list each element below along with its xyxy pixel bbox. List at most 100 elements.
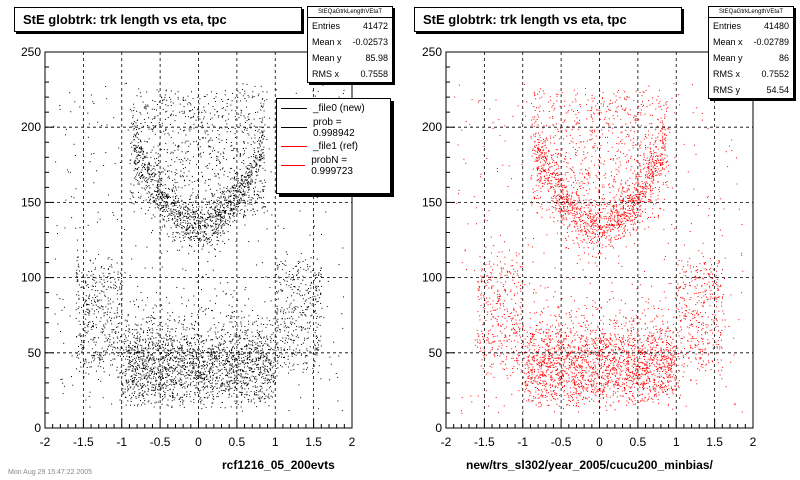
data-point — [237, 205, 239, 207]
data-point — [196, 233, 198, 235]
data-point — [197, 108, 199, 110]
data-point — [189, 348, 191, 350]
data-point — [145, 373, 147, 375]
data-point — [238, 202, 240, 204]
data-point — [239, 334, 241, 336]
data-point — [219, 370, 221, 372]
data-point — [170, 358, 171, 360]
data-point — [185, 206, 187, 208]
data-point — [308, 292, 310, 294]
data-point — [244, 224, 246, 226]
data-point — [86, 304, 88, 306]
data-point — [215, 358, 217, 360]
data-point — [240, 406, 242, 408]
data-point — [86, 367, 88, 368]
data-point — [228, 361, 229, 363]
data-point — [149, 176, 151, 178]
data-point — [161, 358, 163, 360]
data-point — [87, 224, 89, 226]
data-point — [290, 302, 292, 304]
data-point — [157, 185, 158, 187]
data-point — [223, 383, 225, 385]
data-point — [234, 400, 236, 402]
data-point — [291, 295, 293, 297]
data-point — [75, 317, 77, 319]
data-point — [189, 383, 191, 385]
data-point — [138, 392, 140, 394]
data-point — [211, 354, 213, 355]
data-point — [160, 352, 162, 354]
data-point — [168, 188, 170, 190]
data-point — [151, 129, 153, 130]
data-point — [194, 106, 195, 108]
data-point — [246, 179, 248, 181]
data-point — [194, 213, 196, 215]
data-point — [158, 199, 160, 201]
data-point — [159, 345, 161, 346]
data-point — [222, 325, 224, 327]
data-point — [293, 275, 295, 277]
data-point — [161, 193, 163, 195]
data-point — [183, 400, 185, 402]
data-point — [179, 212, 181, 214]
data-point — [214, 232, 216, 234]
data-point — [174, 240, 176, 242]
data-point — [209, 373, 210, 375]
data-point — [279, 281, 281, 283]
data-point — [260, 165, 262, 167]
data-point — [271, 214, 273, 216]
data-point — [137, 306, 139, 308]
data-point — [76, 336, 78, 338]
data-point — [90, 338, 92, 340]
data-point — [172, 389, 174, 391]
data-point — [237, 343, 239, 345]
data-point — [148, 400, 150, 402]
data-point — [83, 313, 85, 315]
data-point — [263, 130, 265, 132]
data-point — [190, 212, 192, 214]
data-point — [184, 369, 186, 370]
data-point — [143, 364, 145, 366]
data-point — [163, 201, 165, 203]
data-point — [165, 201, 167, 203]
data-point — [306, 355, 308, 357]
data-point — [217, 110, 219, 112]
data-point — [243, 370, 244, 372]
data-point — [181, 142, 183, 144]
data-point — [85, 295, 87, 297]
data-point — [137, 365, 139, 366]
data-point — [297, 269, 299, 271]
data-point — [228, 202, 230, 203]
data-point — [254, 182, 256, 184]
data-point — [232, 356, 234, 358]
data-point — [288, 274, 290, 275]
data-point — [276, 344, 278, 346]
data-point — [145, 366, 146, 368]
data-point — [223, 211, 225, 213]
data-point — [177, 393, 178, 395]
data-point — [179, 249, 181, 251]
data-point — [320, 270, 321, 271]
data-point — [272, 353, 274, 355]
data-point — [237, 200, 238, 202]
data-point — [94, 301, 96, 303]
data-point — [182, 112, 184, 114]
data-point — [137, 356, 139, 358]
data-point — [270, 368, 271, 370]
data-point — [245, 194, 247, 196]
data-point — [142, 163, 144, 165]
data-point — [211, 344, 213, 346]
data-point — [224, 407, 226, 409]
data-point — [264, 379, 266, 381]
data-point — [260, 370, 261, 372]
data-point — [165, 368, 167, 370]
data-point — [192, 116, 194, 118]
data-point — [216, 351, 218, 353]
data-point — [259, 373, 261, 375]
data-point — [221, 402, 223, 403]
data-point — [235, 240, 237, 242]
data-point — [138, 151, 140, 153]
data-point — [248, 359, 250, 361]
data-point — [266, 139, 268, 141]
data-point — [148, 163, 150, 165]
